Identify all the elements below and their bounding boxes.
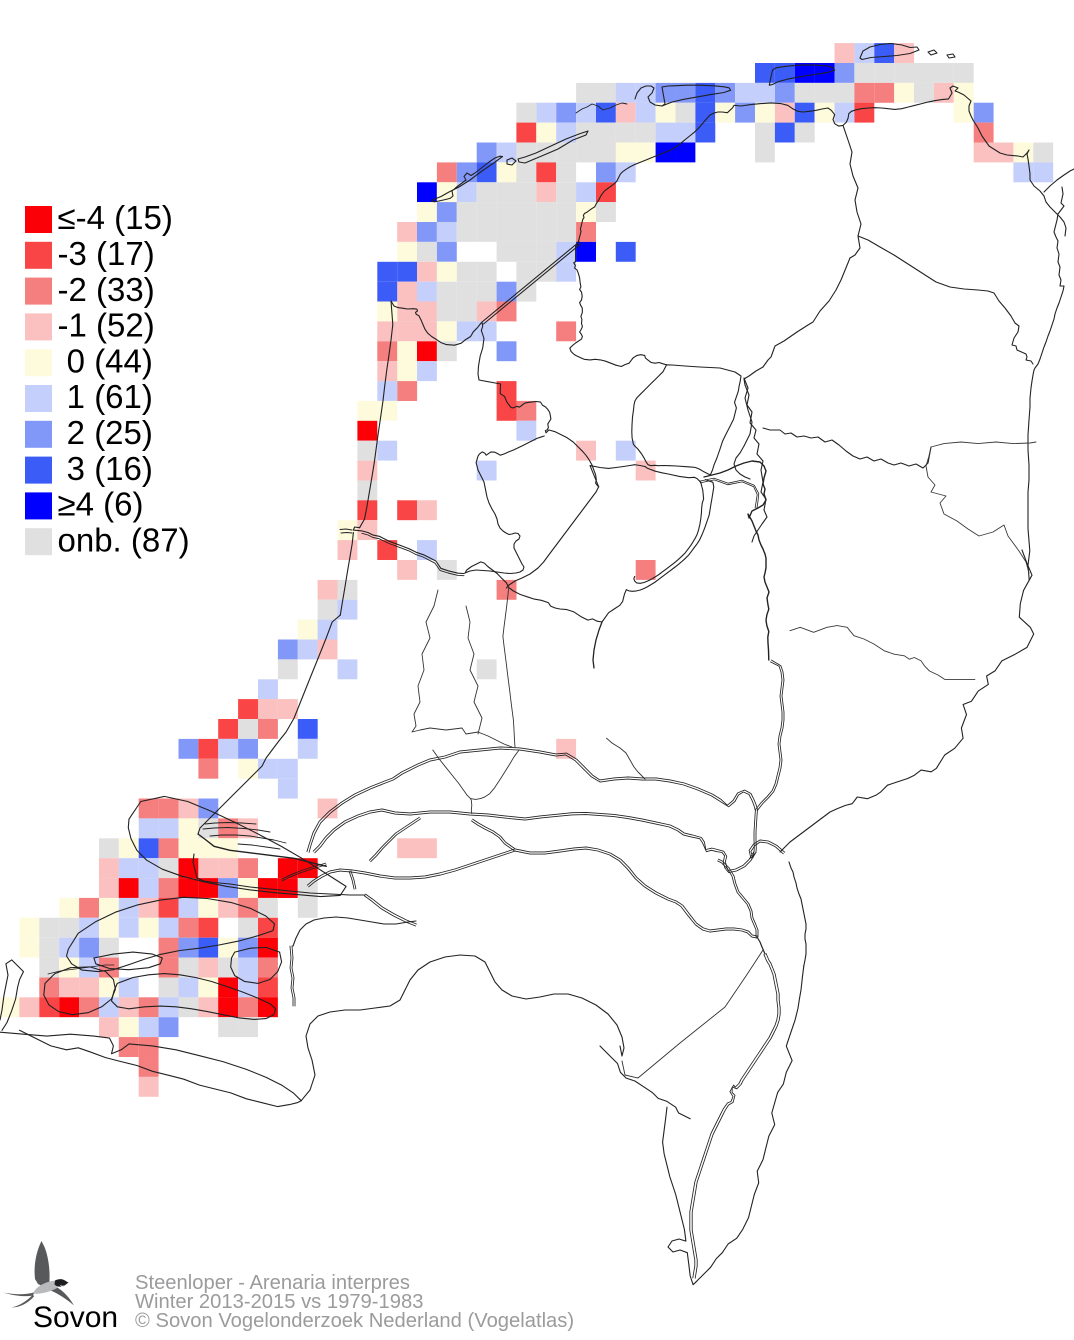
svg-text:1 (61): 1 (61) — [58, 378, 153, 415]
svg-text:onb. (87): onb. (87) — [58, 521, 190, 558]
svg-text:≥4 (6): ≥4 (6) — [58, 486, 144, 523]
svg-text:-3 (17): -3 (17) — [58, 235, 155, 272]
svg-text:Winter 2013-2015 vs 1979-1983: Winter 2013-2015 vs 1979-1983 — [135, 1291, 423, 1313]
svg-text:-2 (33): -2 (33) — [58, 271, 155, 308]
svg-text:2 (25): 2 (25) — [58, 414, 153, 451]
svg-text:Steenloper - Arenaria interpre: Steenloper - Arenaria interpres — [135, 1272, 410, 1294]
svg-text:≤-4 (15): ≤-4 (15) — [58, 199, 173, 236]
svg-text:0 (44): 0 (44) — [58, 342, 153, 379]
svg-text:Sovon: Sovon — [33, 1301, 118, 1334]
svg-text:© Sovon Vogelonderzoek Nederla: © Sovon Vogelonderzoek Nederland (Vogela… — [135, 1310, 574, 1332]
svg-text:3 (16): 3 (16) — [58, 450, 153, 487]
svg-text:-1 (52): -1 (52) — [58, 307, 155, 344]
